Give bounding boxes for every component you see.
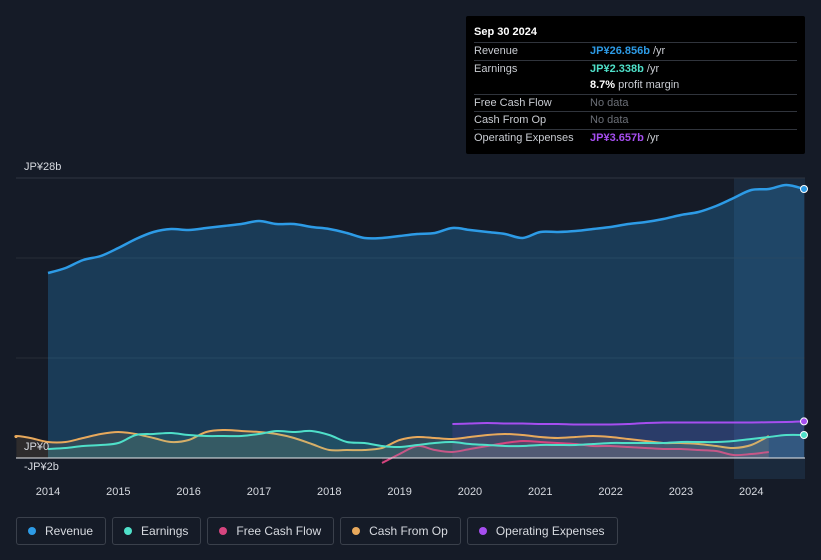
legend-item-label: Cash From Op — [369, 524, 448, 538]
cash-from-op-line — [14, 428, 770, 452]
legend-item-label: Revenue — [45, 524, 94, 538]
tooltip-row-value: No data — [590, 96, 629, 109]
legend-item-label: Free Cash Flow — [236, 524, 322, 538]
tooltip-row: Revenue JP¥26.856b /yr — [474, 42, 797, 60]
tooltip-row-label: Cash From Op — [474, 114, 547, 126]
x-tick-label: 2015 — [106, 486, 130, 498]
tooltip-row-label — [474, 77, 590, 94]
y-tick-label-zero: JP¥0 — [24, 441, 49, 453]
earnings-line — [47, 429, 805, 450]
legend-dot-icon — [219, 527, 228, 535]
x-tick-label: 2019 — [387, 486, 411, 498]
x-tick-label: 2024 — [739, 486, 763, 498]
x-tick-label: 2023 — [669, 486, 693, 498]
tooltip-row-label: Revenue — [474, 45, 519, 57]
tooltip-row: Earnings JP¥2.338b /yr — [474, 59, 797, 78]
x-tick-label: 2017 — [247, 486, 271, 498]
tooltip-row-value: No data — [590, 114, 629, 126]
free-cash-flow-area — [382, 440, 769, 463]
x-tick-label: 2020 — [458, 486, 482, 498]
tooltip-row-value: JP¥26.856b /yr — [590, 45, 666, 57]
earnings-end-marker — [800, 431, 808, 439]
legend-dot-icon — [352, 527, 361, 535]
tooltip-panel: Sep 30 2024 Revenue JP¥26.856b /yr Earning… — [466, 16, 805, 154]
tooltip-date: Sep 30 2024 — [474, 26, 537, 38]
forecast-shade — [734, 178, 805, 479]
legend-item-revenue[interactable]: Revenue — [16, 517, 107, 545]
operating-expenses-line — [452, 420, 805, 426]
y-tick-label-bottom: -JP¥2b — [24, 461, 59, 473]
tooltip-rows: Revenue JP¥26.856b /yr Earnings JP¥2.338b /… — [474, 42, 797, 146]
x-tick-label: 2016 — [176, 486, 200, 498]
revenue-end-marker — [800, 185, 808, 193]
y-tick-label-top: JP¥28b — [24, 161, 61, 173]
series-layer — [14, 183, 808, 464]
legend-dot-icon — [28, 527, 36, 535]
operating-expenses-end-marker — [800, 417, 808, 426]
x-tick-label: 2014 — [36, 486, 60, 498]
revenue-line — [47, 183, 805, 275]
legend-item-earnings[interactable]: Earnings — [112, 517, 202, 545]
legend-item-label: Earnings — [141, 524, 189, 538]
x-tick-label: 2018 — [317, 486, 341, 498]
tooltip-row: Cash From Op No data — [474, 111, 797, 129]
legend-dot-icon — [124, 527, 133, 535]
tooltip-row-label: Operating Expenses — [474, 131, 574, 144]
x-axis: 2014 2015 2016 2017 2018 2019 2020 2021 2022 2023… — [36, 486, 764, 498]
legend-item-label: Operating Expenses — [495, 524, 605, 538]
tooltip-row-value: JP¥3.657b /yr — [590, 131, 660, 144]
legend-item-operating-expenses[interactable]: Operating Expenses — [466, 517, 618, 545]
tooltip-row: Operating Expenses JP¥3.657b /yr — [474, 128, 797, 147]
tooltip-row-value: 8.7% profit margin — [590, 79, 680, 91]
tooltip-row-label: Free Cash Flow — [474, 96, 552, 109]
legend: Revenue Earnings Free Cash Flow Cash From O… — [16, 517, 618, 545]
legend-item-cash-from-op[interactable]: Cash From Op — [340, 517, 461, 545]
x-tick-label: 2021 — [528, 486, 552, 498]
revenue-area — [48, 185, 804, 458]
tooltip-row: 8.7% profit margin — [474, 77, 797, 94]
legend-dot-icon — [478, 527, 487, 535]
x-tick-label: 2022 — [598, 486, 622, 498]
tooltip-row-label: Earnings — [474, 62, 518, 75]
tooltip-row-value: JP¥2.338b /yr — [590, 62, 660, 75]
legend-item-free-cash-flow[interactable]: Free Cash Flow — [207, 517, 335, 545]
tooltip-row: Free Cash Flow No data — [474, 93, 797, 112]
